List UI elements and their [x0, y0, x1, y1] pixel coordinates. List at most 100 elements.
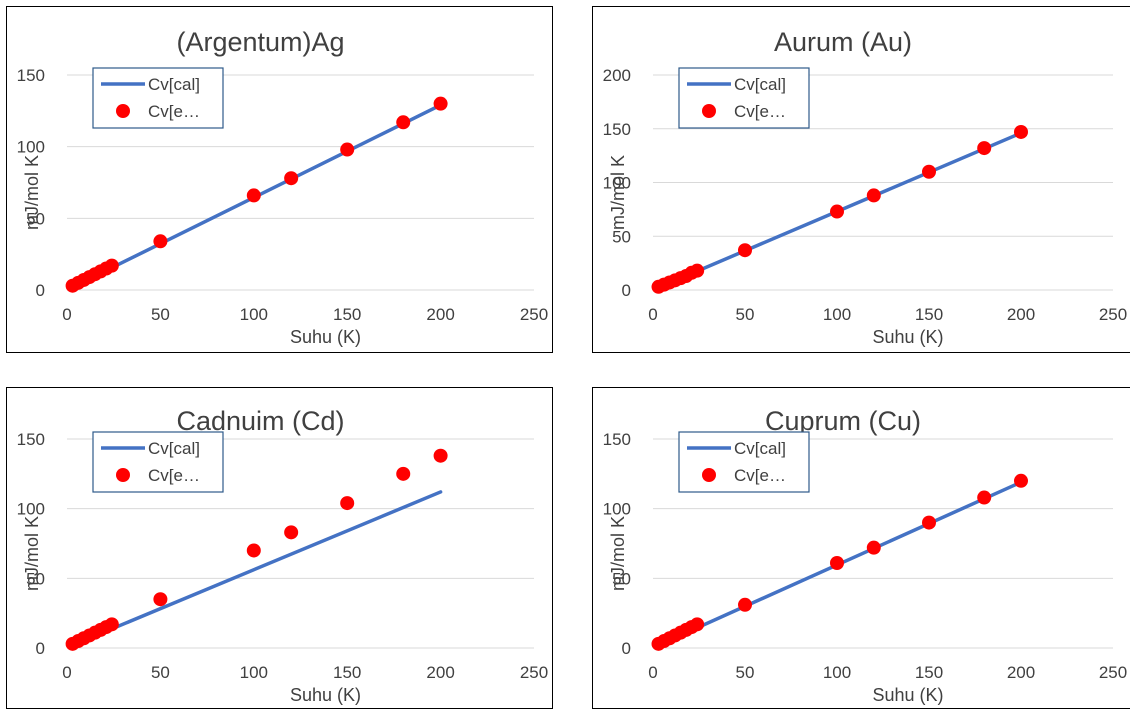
y-tick-label: 0: [622, 639, 631, 658]
chart-panel-argentum: 0 50 100 150 0 50 100 150 200 250 (Argentum)Ag Suhu…: [6, 6, 553, 353]
chart-svg: 0 50 100 150 0 50 100 150 200 250 (Argentum)Ag Suhu…: [17, 27, 549, 347]
chart-title: Aurum (Au): [774, 27, 912, 57]
legend-label-cv-e: Cv[e…: [148, 466, 200, 485]
chart-title: Cadnuim (Cd): [176, 406, 344, 436]
data-point-cv-e: [690, 617, 705, 632]
data-point-cv-e: [284, 171, 299, 186]
chart-svg: 0 50 100 150 0 50 100 150 200 250 Cuprum (Cu) Suhu …: [603, 406, 1128, 705]
y-tick-label: 50: [26, 569, 45, 588]
x-tick-label: 150: [915, 663, 943, 682]
chart-svg: 0 50 100 150 0 50 100 150 200 250 Cadnuim (Cd) Suhu…: [17, 406, 549, 705]
y-tick-label: 50: [26, 209, 45, 228]
x-tick-label: 100: [240, 305, 268, 324]
data-point-cv-e: [396, 466, 411, 481]
y-tick-label: 200: [603, 66, 631, 85]
x-tick-label: 200: [1007, 663, 1035, 682]
chart-panel-aurum: 0 50 100 150 200 0 50 100 150 200 250 Aurum (Au) Suh…: [592, 6, 1130, 353]
data-point-cv-e: [922, 515, 936, 530]
legend-label-cv-cal: Cv[cal]: [734, 75, 786, 94]
data-point-cv-e: [830, 204, 844, 219]
y-tick-label: 150: [17, 66, 45, 85]
x-tick-label: 100: [240, 663, 268, 682]
x-tick-label: 50: [151, 663, 170, 682]
x-tick-label: 150: [333, 663, 361, 682]
y-tick-label: 0: [622, 281, 631, 300]
y-tick-label: 100: [603, 500, 631, 519]
chart-panel-cuprum: 0 50 100 150 0 50 100 150 200 250 Cuprum (Cu) Suhu …: [592, 387, 1130, 709]
legend-box: [92, 67, 224, 129]
legend-marker-swatch: [702, 468, 716, 482]
legend-label-cv-e: Cv[e…: [148, 102, 200, 121]
legend-box: [678, 431, 810, 493]
y-axis-label: mJ/mol K: [22, 516, 42, 591]
x-tick-label: 0: [62, 305, 71, 324]
data-point-cv-e: [1014, 124, 1028, 139]
legend-box: [92, 431, 224, 493]
chart-svg: 0 50 100 150 200 0 50 100 150 200 250 Aurum (Au) Suh…: [603, 27, 1128, 347]
x-tick-label: 250: [1099, 305, 1127, 324]
y-tick-label: 0: [36, 639, 45, 658]
legend-label-cv-cal: Cv[cal]: [148, 75, 200, 94]
x-tick-label: 50: [151, 305, 170, 324]
data-point-cv-e: [340, 496, 355, 511]
data-point-cv-e: [153, 592, 168, 607]
legend-label-cv-e: Cv[e…: [734, 466, 786, 485]
legend-marker-swatch: [702, 104, 716, 118]
data-point-cv-e: [246, 188, 261, 203]
data-point-cv-e: [866, 540, 881, 555]
x-tick-label: 150: [915, 305, 943, 324]
data-point-cv-e: [738, 243, 752, 258]
data-point-cv-e: [977, 490, 992, 505]
x-tick-label: 250: [520, 305, 548, 324]
x-tick-label: 250: [520, 663, 548, 682]
data-point-cv-e: [1014, 473, 1028, 488]
y-tick-label: 150: [603, 120, 631, 139]
y-tick-label: 100: [17, 500, 45, 519]
legend-box: [678, 67, 810, 129]
data-point-cv-e: [433, 96, 448, 111]
x-tick-label: 100: [823, 305, 851, 324]
data-point-cv-e: [433, 448, 448, 463]
chart-title: (Argentum)Ag: [176, 27, 344, 57]
data-point-cv-e: [830, 556, 844, 571]
y-tick-label: 150: [17, 430, 45, 449]
y-tick-label: 100: [603, 174, 631, 193]
y-tick-label: 0: [36, 281, 45, 300]
data-point-cv-e: [977, 141, 992, 156]
data-point-cv-e: [396, 115, 411, 130]
y-tick-label: 50: [612, 227, 631, 246]
chart-panel-cadmium: 0 50 100 150 0 50 100 150 200 250 Cadnuim (Cd) Suhu…: [6, 387, 553, 709]
y-tick-label: 150: [603, 430, 631, 449]
x-tick-label: 50: [736, 305, 755, 324]
data-point-cv-e: [153, 234, 168, 249]
x-axis-label: Suhu (K): [872, 327, 943, 347]
y-tick-label: 100: [17, 138, 45, 157]
x-axis-label: Suhu (K): [290, 327, 361, 347]
series-line-cv-cal: [70, 490, 443, 647]
x-tick-label: 200: [426, 663, 454, 682]
data-point-cv-e: [246, 543, 261, 558]
x-tick-label: 200: [1007, 305, 1035, 324]
x-tick-label: 250: [1099, 663, 1127, 682]
x-tick-label: 200: [426, 305, 454, 324]
x-tick-label: 0: [648, 305, 657, 324]
legend-marker-swatch: [116, 104, 130, 118]
x-axis-label: Suhu (K): [290, 685, 361, 705]
legend-label-cv-e: Cv[e…: [734, 102, 786, 121]
data-point-cv-e: [922, 164, 936, 179]
data-point-cv-e: [104, 258, 119, 273]
data-point-cv-e: [690, 263, 705, 278]
x-tick-label: 0: [648, 663, 657, 682]
data-point-cv-e: [866, 188, 881, 203]
x-tick-label: 50: [736, 663, 755, 682]
y-axis-label: mJ/mol K: [22, 155, 42, 230]
x-axis-label: Suhu (K): [872, 685, 943, 705]
y-tick-label: 50: [612, 569, 631, 588]
data-point-cv-e: [284, 525, 299, 540]
data-point-cv-e: [738, 597, 752, 612]
x-tick-label: 0: [62, 663, 71, 682]
x-tick-label: 150: [333, 305, 361, 324]
legend-label-cv-cal: Cv[cal]: [148, 439, 200, 458]
x-tick-label: 100: [823, 663, 851, 682]
legend-label-cv-cal: Cv[cal]: [734, 439, 786, 458]
